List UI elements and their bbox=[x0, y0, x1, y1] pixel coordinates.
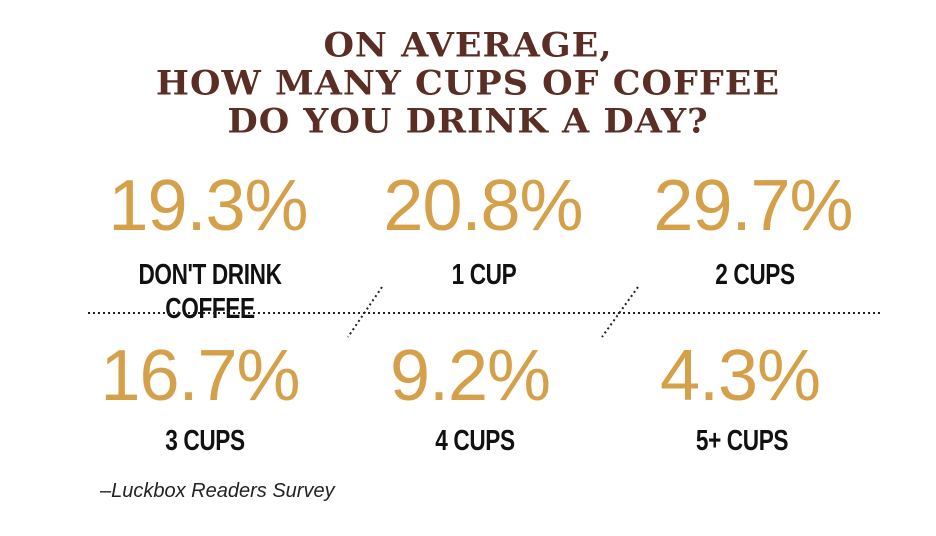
source-credit: –Luckbox Readers Survey bbox=[100, 480, 335, 502]
value-label-4-cups: 9.2% bbox=[389, 336, 551, 416]
value-label-5-plus-cups: 4.3% bbox=[659, 336, 821, 416]
value-label-2-cups: 29.7% bbox=[653, 166, 853, 246]
category-label-1-cup: 1 CUP bbox=[451, 259, 517, 291]
category-label-2-cups: 2 CUPS bbox=[715, 259, 795, 291]
category-label-3-cups: 3 CUPS bbox=[165, 425, 245, 457]
category-label-5-plus-cups: 5+ CUPS bbox=[695, 425, 789, 457]
diagonal-divider-right bbox=[601, 286, 639, 338]
title-line-1: ON AVERAGE, bbox=[323, 26, 613, 65]
category-label-no-coffee: DON'T DRINK COFFEE bbox=[138, 259, 282, 325]
title-line-3: DO YOU DRINK A DAY? bbox=[227, 102, 709, 141]
value-label-no-coffee: 19.3% bbox=[108, 166, 308, 246]
diagonal-divider-left bbox=[347, 286, 383, 338]
value-label-3-cups: 16.7% bbox=[100, 336, 300, 416]
category-label-4-cups: 4 CUPS bbox=[435, 425, 515, 457]
value-label-1-cup: 20.8% bbox=[383, 166, 583, 246]
title-line-2: HOW MANY CUPS OF COFFEE bbox=[155, 64, 781, 103]
